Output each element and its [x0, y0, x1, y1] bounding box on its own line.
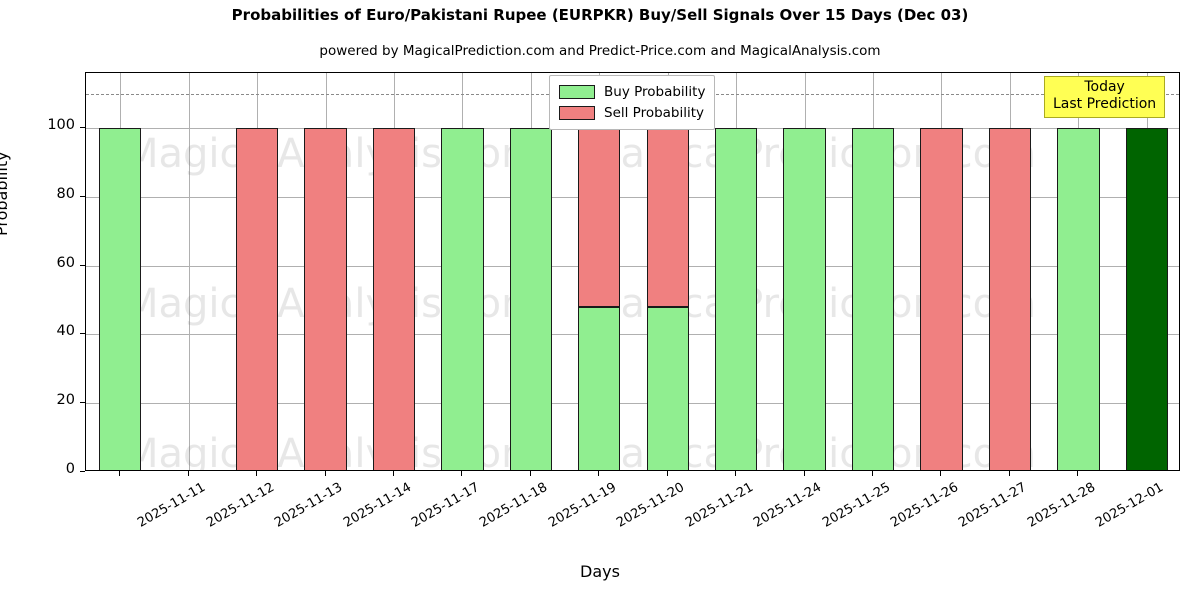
y-axis-tick-mark: [80, 264, 85, 266]
x-axis-tick-mark: [666, 471, 668, 476]
x-axis-tick-label: 2025-11-27: [956, 480, 1030, 531]
y-axis-tick-label: 100: [47, 117, 75, 134]
gridline-horizontal: [86, 265, 1179, 267]
x-axis-tick-label: 2025-11-18: [477, 480, 551, 531]
y-axis-tick-label: 60: [56, 254, 75, 271]
gridline-horizontal: [86, 403, 1179, 405]
bar-buy[interactable]: [441, 128, 484, 470]
bar-buy[interactable]: [646, 306, 689, 470]
x-axis-tick-mark: [1077, 471, 1079, 476]
y-axis-label: Probability: [0, 151, 11, 236]
x-axis-tick-label: 2025-11-25: [819, 480, 893, 531]
x-axis-tick-label: 2025-11-11: [135, 480, 209, 531]
bar-sell[interactable]: [372, 128, 416, 470]
bar-today[interactable]: [1125, 128, 1168, 470]
x-axis-tick-label: 2025-11-14: [340, 480, 414, 531]
x-axis-tick-label: 2025-12-01: [1093, 480, 1167, 531]
y-axis-tick-mark: [80, 127, 85, 129]
x-axis-tick-label: 2025-11-20: [614, 480, 688, 531]
bar-buy[interactable]: [783, 128, 826, 470]
x-axis-tick-label: 2025-11-24: [751, 480, 825, 531]
bar-sell[interactable]: [235, 128, 279, 470]
bar-sell[interactable]: [988, 128, 1032, 470]
x-axis-tick-mark: [735, 471, 737, 476]
x-axis-label: Days: [580, 562, 620, 581]
plot-area: MagicalAnalysis.comMagicalPrediction.com…: [85, 72, 1180, 471]
x-axis-tick-mark: [529, 471, 531, 476]
legend-swatch-sell: [559, 105, 595, 120]
y-axis-tick-mark: [80, 471, 85, 472]
x-axis-tick-label: 2025-11-17: [409, 480, 483, 531]
y-axis-tick-label: 80: [56, 185, 75, 202]
x-axis-tick-mark: [392, 471, 394, 476]
x-axis-tick-mark: [1008, 471, 1010, 476]
y-axis-tick-mark: [80, 333, 85, 335]
x-axis-tick-mark: [940, 471, 942, 476]
legend-label-buy: Buy Probability: [604, 83, 706, 100]
gridline-horizontal: [86, 196, 1179, 198]
x-axis-tick-label: 2025-11-19: [545, 480, 619, 531]
y-axis-tick-label: 20: [56, 392, 75, 409]
bar-buy[interactable]: [1057, 128, 1100, 470]
y-axis-tick-label: 40: [56, 323, 75, 340]
legend-label-sell: Sell Probability: [604, 104, 705, 121]
x-axis-tick-mark: [803, 471, 805, 476]
x-axis-tick-mark: [872, 471, 874, 476]
bar-buy[interactable]: [578, 306, 621, 470]
plot-canvas: MagicalAnalysis.comMagicalPrediction.com…: [86, 73, 1179, 470]
x-axis-tick-label: 2025-11-26: [888, 480, 962, 531]
bar-buy[interactable]: [714, 128, 758, 470]
today-annotation: Today Last Prediction: [1044, 76, 1166, 118]
x-axis-tick-mark: [119, 471, 121, 476]
today-annotation-line2: Last Prediction: [1053, 96, 1157, 112]
x-axis-tick-mark: [461, 471, 463, 476]
bar-sell[interactable]: [304, 128, 347, 470]
chart-subtitle: powered by MagicalPrediction.com and Pre…: [319, 43, 881, 59]
x-axis-tick-mark: [256, 471, 258, 476]
bar-sell[interactable]: [578, 128, 621, 307]
y-axis-tick-mark: [80, 195, 85, 197]
gridline-vertical: [188, 73, 190, 470]
legend-item-buy[interactable]: Buy Probability: [559, 81, 705, 102]
bar-buy[interactable]: [851, 128, 895, 470]
x-axis-tick-label: 2025-11-28: [1025, 480, 1098, 531]
x-axis-tick-label: 2025-11-13: [272, 480, 346, 531]
chart-legend: Buy Probability Sell Probability: [549, 75, 716, 130]
bar-buy[interactable]: [99, 128, 142, 470]
x-axis-tick-label: 2025-11-12: [203, 480, 277, 531]
legend-swatch-buy: [559, 84, 595, 99]
y-axis-tick-mark: [80, 402, 85, 404]
bar-buy[interactable]: [509, 128, 553, 470]
chart-title: Probabilities of Euro/Pakistani Rupee (E…: [231, 6, 969, 24]
y-axis-tick-label: 0: [65, 461, 75, 477]
x-axis-tick-label: 2025-11-21: [682, 480, 756, 531]
gridline-horizontal: [86, 334, 1179, 336]
x-axis-tick-mark: [324, 471, 326, 476]
x-axis-tick-mark: [598, 471, 600, 476]
bar-sell[interactable]: [646, 128, 689, 307]
x-axis-tick-mark: [187, 471, 189, 476]
bar-sell[interactable]: [920, 128, 963, 470]
today-annotation-line1: Today: [1084, 79, 1125, 95]
legend-item-sell[interactable]: Sell Probability: [559, 102, 705, 123]
